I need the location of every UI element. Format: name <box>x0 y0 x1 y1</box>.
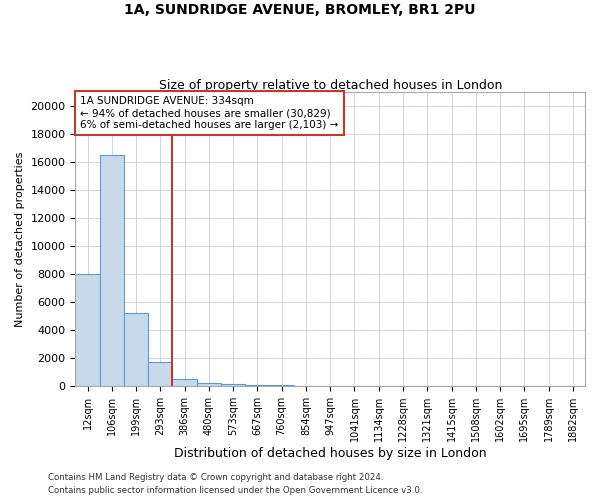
Bar <box>197 384 221 386</box>
Title: Size of property relative to detached houses in London: Size of property relative to detached ho… <box>158 79 502 92</box>
Text: 1A SUNDRIDGE AVENUE: 334sqm
← 94% of detached houses are smaller (30,829)
6% of : 1A SUNDRIDGE AVENUE: 334sqm ← 94% of det… <box>80 96 339 130</box>
X-axis label: Distribution of detached houses by size in London: Distribution of detached houses by size … <box>174 447 487 460</box>
Bar <box>245 385 269 386</box>
Bar <box>221 384 245 386</box>
Bar <box>100 155 124 386</box>
Text: 1A, SUNDRIDGE AVENUE, BROMLEY, BR1 2PU: 1A, SUNDRIDGE AVENUE, BROMLEY, BR1 2PU <box>124 2 476 16</box>
Bar <box>76 274 100 386</box>
Text: Contains HM Land Registry data © Crown copyright and database right 2024.
Contai: Contains HM Land Registry data © Crown c… <box>48 474 422 495</box>
Bar <box>269 385 294 386</box>
Y-axis label: Number of detached properties: Number of detached properties <box>15 152 25 327</box>
Bar <box>172 379 197 386</box>
Bar <box>124 314 148 386</box>
Bar <box>148 362 172 386</box>
